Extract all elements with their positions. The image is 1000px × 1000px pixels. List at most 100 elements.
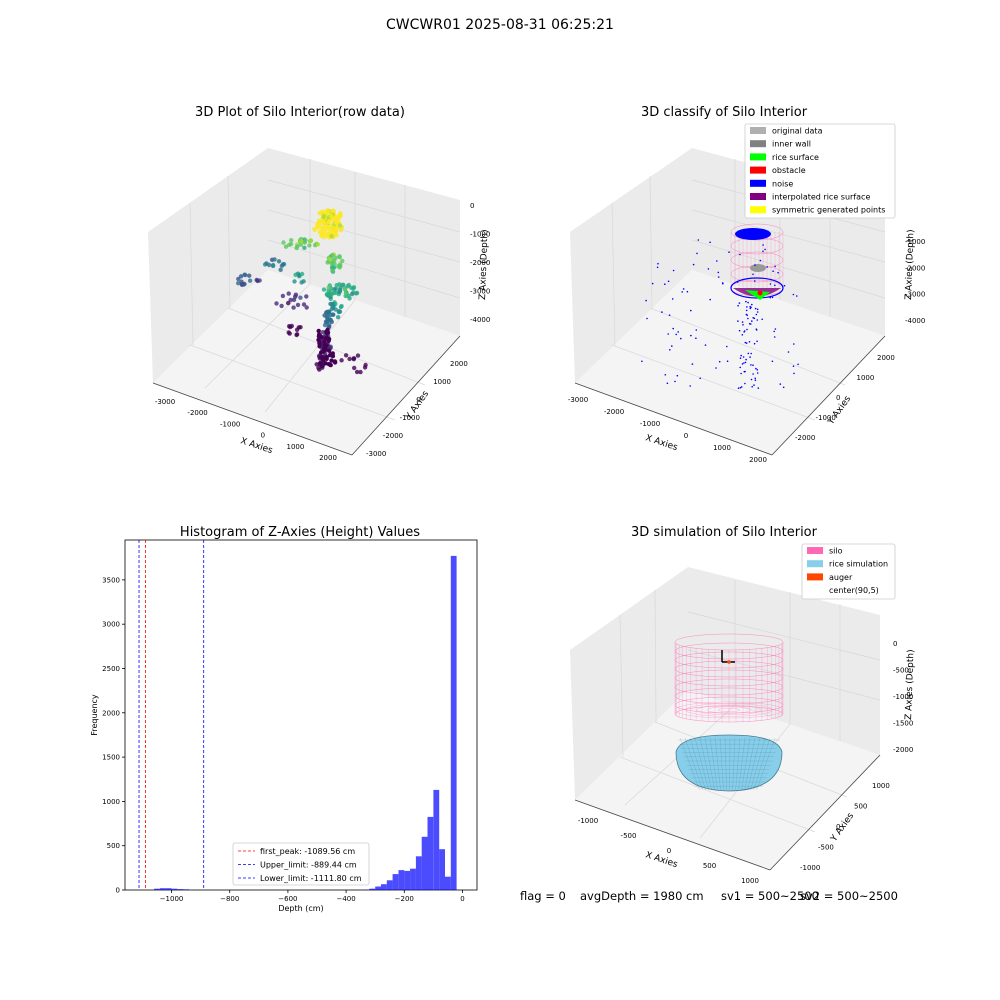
legend-label: inner wall [772, 140, 811, 149]
noise-point [750, 352, 752, 355]
histogram-bar [404, 870, 411, 890]
classify-plot-xtick: -1000 [640, 420, 660, 428]
rice-mesh-line [741, 737, 751, 791]
noise-point [756, 340, 758, 343]
raw-data-point [288, 297, 293, 303]
noise-point [756, 311, 759, 313]
raw-data-point [335, 315, 341, 320]
noise-point [676, 374, 679, 377]
raw-data-point [321, 357, 326, 362]
noise-point [726, 345, 728, 348]
noise-point [661, 311, 663, 313]
legend-swatch [750, 140, 766, 148]
legend-label: silo [829, 547, 843, 556]
raw-plot-ytick: -2000 [383, 432, 403, 440]
noise-point [756, 369, 759, 371]
noise-point [690, 309, 692, 312]
raw-data-point [329, 213, 334, 219]
histogram-ytick-label: 3500 [102, 576, 120, 584]
noise-point [671, 345, 673, 347]
raw-data-point [327, 324, 332, 329]
histogram-bar [427, 816, 434, 890]
raw-data-point [299, 271, 305, 277]
raw-data-point [291, 297, 297, 302]
raw-data-point [324, 310, 329, 315]
raw-data-point [294, 327, 300, 332]
raw-data-point [358, 369, 363, 375]
histogram-ytick-label: 1000 [102, 798, 120, 806]
histogram-bar [381, 884, 387, 890]
noise-point [793, 372, 795, 375]
raw-plot-zlabel: Z Axies (Depth) [478, 229, 490, 300]
raw-data-point [307, 243, 312, 248]
raw-data-point [303, 238, 308, 243]
raw-data-point [255, 278, 260, 284]
histogram-xtick-label: −600 [278, 895, 297, 903]
raw-data-point [308, 238, 313, 243]
raw-plot-xtick: -3000 [155, 398, 175, 406]
legend-label: first_peak: -1089.56 cm [260, 847, 355, 856]
legend-swatch [750, 193, 766, 200]
raw-data-point [288, 241, 294, 247]
histogram-bar [392, 874, 399, 890]
noise-point [771, 360, 774, 363]
noise-point [721, 282, 724, 284]
raw-data-point [339, 283, 345, 288]
noise-point [696, 252, 698, 255]
rice-mesh-line [756, 737, 776, 791]
raw-data-point [328, 257, 333, 262]
raw-data-point [337, 255, 342, 260]
classify-3d-plot: 3D classify of Silo Interior X Axies Y A… [568, 105, 926, 464]
noise-point [750, 378, 753, 381]
raw-data-point [316, 328, 321, 334]
noise-point [754, 377, 756, 380]
rice-mesh-line [747, 737, 761, 791]
legend-swatch [750, 166, 766, 174]
simulation-plot-xtick: -1000 [578, 817, 598, 825]
raw-data-point [331, 228, 336, 233]
noise-point [750, 364, 752, 366]
legend-swatch [750, 127, 766, 134]
legend-label: interpolated rice surface [772, 193, 870, 202]
histogram-bar [398, 870, 405, 890]
classify-plot-zlabel: Z Axies (Depth) [904, 229, 916, 300]
raw-data-point [347, 356, 352, 362]
classify-plot-xlabel: X Axies [644, 433, 679, 453]
raw-data-point [281, 240, 286, 245]
simulation-plot-xtick: -500 [621, 832, 637, 840]
noise-point [774, 328, 777, 330]
noise-point [753, 384, 755, 386]
noise-point [715, 367, 717, 369]
raw-data-point [349, 291, 355, 297]
raw-data-point [288, 324, 293, 330]
histogram-xtick-label: −200 [395, 895, 414, 903]
noise-point [743, 331, 745, 333]
raw-data-point [320, 330, 326, 335]
noise-point [641, 360, 643, 363]
raw-plot-ytick: 0 [416, 396, 420, 404]
raw-plot-ztick: 0 [470, 202, 474, 210]
noise-point [736, 281, 739, 283]
histogram-xtick-label: 0 [460, 895, 464, 903]
histogram-bar [421, 836, 428, 890]
simulation-plot-back-pane [570, 567, 880, 800]
noise-point [671, 298, 674, 300]
noise-point [771, 296, 774, 299]
noise-point [707, 268, 710, 270]
rice-mesh-line [738, 737, 746, 791]
histogram-bar [410, 868, 416, 890]
noise-point [744, 361, 747, 364]
noise-point [692, 263, 695, 266]
simulation-plot-ytick: -500 [818, 844, 834, 852]
raw-data-point [339, 358, 344, 363]
raw-plot-ytick: 2000 [450, 360, 468, 368]
rice-mesh-line [735, 737, 741, 791]
histogram-xtick-label: −800 [220, 895, 239, 903]
raw-data-point [272, 257, 277, 262]
legend-label: rice surface [772, 153, 819, 162]
legend-swatch [750, 206, 766, 214]
raw-data-point [304, 294, 309, 299]
raw-data-point [286, 300, 291, 306]
noise-point [753, 342, 756, 345]
flag-status: flag = 0 [520, 889, 566, 903]
